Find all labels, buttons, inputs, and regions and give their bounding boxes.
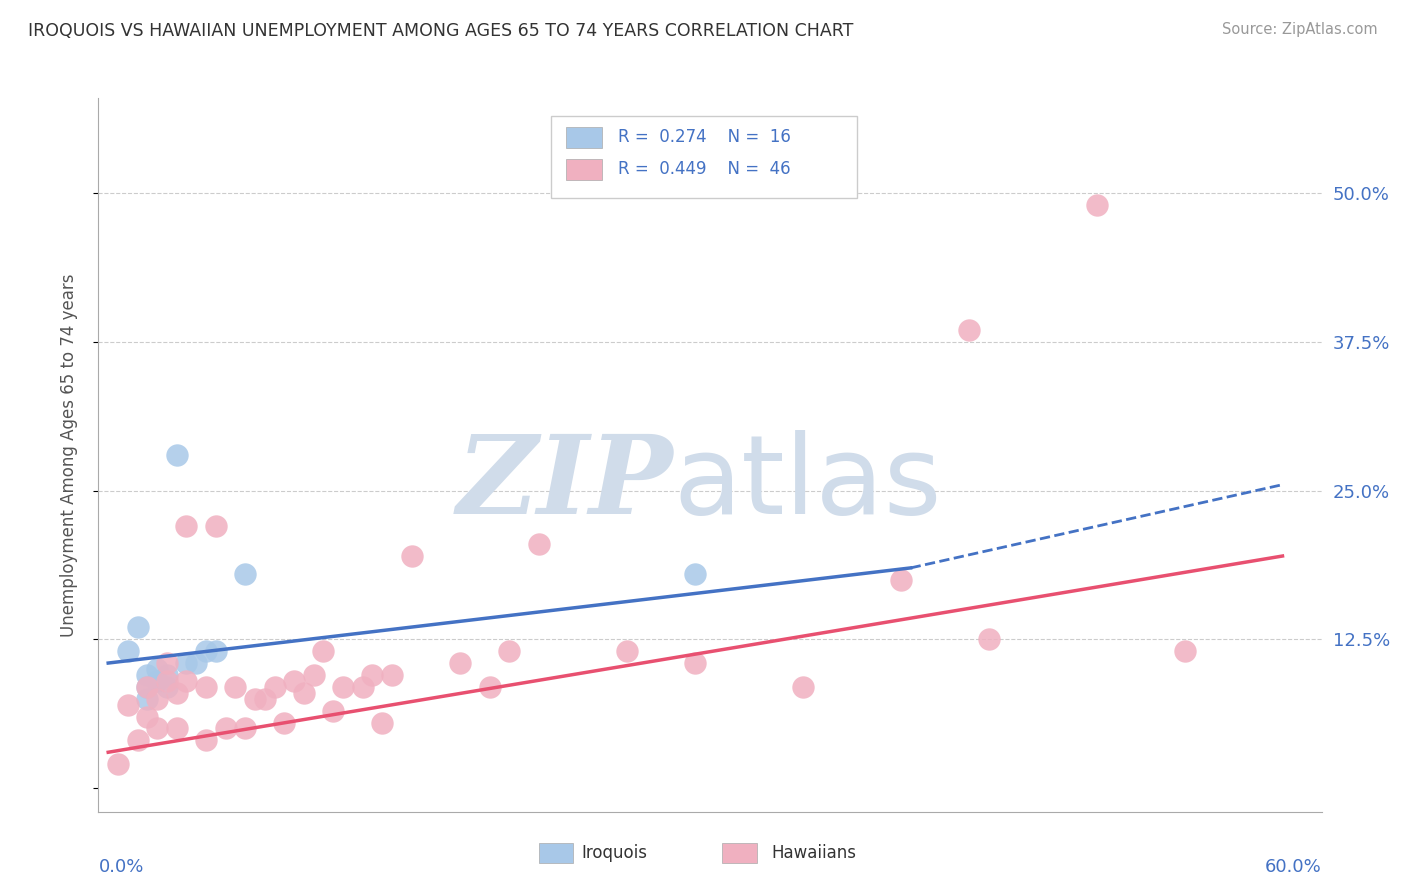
Point xyxy=(792,680,814,694)
Point xyxy=(224,680,246,694)
Point xyxy=(146,662,169,676)
Point xyxy=(352,680,374,694)
Point xyxy=(176,519,198,533)
Point xyxy=(107,757,129,772)
Point xyxy=(292,686,315,700)
Point xyxy=(685,566,707,581)
FancyBboxPatch shape xyxy=(565,127,602,148)
Point xyxy=(273,715,295,730)
Point xyxy=(361,668,384,682)
Point xyxy=(117,698,139,712)
FancyBboxPatch shape xyxy=(551,116,856,198)
Point xyxy=(136,680,159,694)
Point xyxy=(478,680,501,694)
Point xyxy=(127,620,149,634)
Point xyxy=(166,686,188,700)
Point xyxy=(166,448,188,462)
Text: ZIP: ZIP xyxy=(457,430,673,537)
Point xyxy=(1174,644,1197,658)
Point xyxy=(685,656,707,670)
Point xyxy=(322,704,344,718)
Point xyxy=(977,632,1000,647)
Point xyxy=(263,680,285,694)
Point xyxy=(146,691,169,706)
Text: Source: ZipAtlas.com: Source: ZipAtlas.com xyxy=(1222,22,1378,37)
FancyBboxPatch shape xyxy=(565,159,602,180)
Point xyxy=(312,644,335,658)
Text: Iroquois: Iroquois xyxy=(582,844,648,862)
FancyBboxPatch shape xyxy=(538,843,574,863)
Point xyxy=(527,537,550,551)
Point xyxy=(166,722,188,736)
Point xyxy=(233,722,256,736)
Point xyxy=(195,733,218,747)
Point xyxy=(253,691,276,706)
Point xyxy=(136,668,159,682)
Text: R =  0.274    N =  16: R = 0.274 N = 16 xyxy=(619,128,792,146)
Text: R =  0.449    N =  46: R = 0.449 N = 46 xyxy=(619,161,792,178)
Point xyxy=(1085,198,1108,212)
Point xyxy=(401,549,423,563)
Point xyxy=(136,691,159,706)
Point xyxy=(156,668,179,682)
Point xyxy=(371,715,394,730)
Point xyxy=(890,573,912,587)
Point xyxy=(136,709,159,723)
Point xyxy=(146,673,169,688)
Point xyxy=(450,656,472,670)
Point xyxy=(205,519,228,533)
Point xyxy=(243,691,266,706)
FancyBboxPatch shape xyxy=(723,843,756,863)
Point xyxy=(176,673,198,688)
Text: IROQUOIS VS HAWAIIAN UNEMPLOYMENT AMONG AGES 65 TO 74 YEARS CORRELATION CHART: IROQUOIS VS HAWAIIAN UNEMPLOYMENT AMONG … xyxy=(28,22,853,40)
Point xyxy=(498,644,520,658)
Point xyxy=(957,323,980,337)
Point xyxy=(146,722,169,736)
Point xyxy=(283,673,305,688)
Point xyxy=(156,656,179,670)
Point xyxy=(302,668,325,682)
Text: Hawaiians: Hawaiians xyxy=(772,844,856,862)
Point xyxy=(186,656,208,670)
Text: 0.0%: 0.0% xyxy=(98,858,143,876)
Point xyxy=(616,644,638,658)
Point xyxy=(205,644,228,658)
Point xyxy=(195,680,218,694)
Point xyxy=(381,668,404,682)
Point xyxy=(332,680,354,694)
Y-axis label: Unemployment Among Ages 65 to 74 years: Unemployment Among Ages 65 to 74 years xyxy=(59,273,77,637)
Point xyxy=(233,566,256,581)
Point xyxy=(195,644,218,658)
Text: atlas: atlas xyxy=(673,430,942,537)
Point xyxy=(127,733,149,747)
Point xyxy=(136,680,159,694)
Point xyxy=(214,722,236,736)
Point xyxy=(156,673,179,688)
Point xyxy=(156,680,179,694)
Point xyxy=(176,656,198,670)
Text: 60.0%: 60.0% xyxy=(1265,858,1322,876)
Point xyxy=(117,644,139,658)
